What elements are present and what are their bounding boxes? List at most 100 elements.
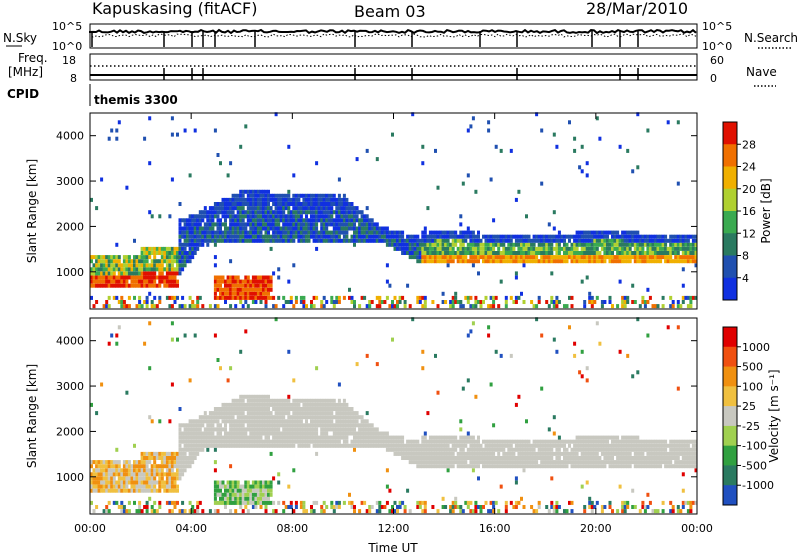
velocity-cell: [466, 431, 470, 436]
power-cell: [345, 230, 349, 235]
power-cell: [178, 263, 182, 268]
velocity-cell: [226, 484, 230, 489]
power-cell: [289, 214, 293, 219]
power-cell: [294, 295, 298, 300]
velocity-cell: [305, 431, 308, 436]
power-cell: [153, 251, 157, 255]
velocity-cell: [563, 439, 566, 444]
power-cell: [648, 234, 652, 239]
velocity-cell: [259, 423, 263, 428]
power-cell: [264, 214, 268, 219]
velocity-cell: [251, 492, 255, 497]
velocity-cell: [251, 439, 255, 444]
power-cell: [585, 251, 589, 255]
velocity-cell: [456, 443, 460, 448]
power-cell: [550, 295, 554, 300]
power-cell: [648, 255, 652, 260]
power-cell: [117, 275, 121, 280]
velocity-cell: [282, 423, 286, 428]
velocity-cell: [170, 480, 174, 485]
velocity-cell: [246, 443, 250, 448]
velocity-cell: [133, 488, 136, 493]
power-cell: [112, 283, 116, 288]
velocity-cell: [542, 464, 546, 469]
power-cell: [431, 238, 435, 243]
velocity-cell: [216, 427, 220, 432]
power-cell: [201, 238, 205, 243]
velocity-cell: [302, 423, 306, 428]
velocity-cell: [342, 435, 346, 440]
power-cell: [231, 283, 235, 288]
velocity-cell: [335, 435, 339, 440]
power-cell: [262, 189, 265, 194]
velocity-cell: [92, 476, 96, 481]
power-cell: [115, 255, 119, 260]
power-cell: [363, 238, 367, 243]
power-cell: [628, 255, 632, 260]
velocity-cell: [112, 488, 116, 493]
velocity-cell: [408, 447, 412, 452]
power-cell: [651, 255, 655, 260]
power-cell: [525, 242, 528, 247]
velocity-cell: [449, 509, 453, 514]
power-cell: [320, 197, 324, 202]
power-cell: [656, 238, 660, 243]
power-cell: [603, 246, 607, 251]
power-cell: [446, 234, 450, 239]
velocity-cell: [406, 456, 410, 460]
velocity-cell: [342, 402, 346, 407]
power-cell: [487, 304, 491, 309]
velocity-cell: [537, 439, 541, 444]
power-cell: [282, 295, 286, 300]
power-cell: [254, 230, 258, 235]
velocity-cell: [595, 321, 599, 326]
power-cell: [284, 234, 288, 239]
power-cell: [555, 295, 559, 300]
power-cell: [418, 246, 422, 251]
power-cell: [173, 271, 177, 276]
power-cell: [537, 234, 541, 239]
power-cell: [595, 230, 599, 235]
power-cell: [274, 218, 278, 223]
colorbar-swatch: [723, 211, 737, 234]
power-cell: [444, 234, 448, 239]
power-cell: [226, 197, 230, 202]
velocity-cell: [244, 427, 248, 432]
velocity-cell: [168, 464, 172, 469]
velocity-cell: [140, 460, 144, 465]
power-cell: [578, 238, 582, 243]
velocity-cell: [269, 451, 273, 456]
power-cell: [143, 259, 147, 264]
power-cell: [661, 304, 665, 309]
velocity-cell: [517, 460, 521, 465]
power-cell: [337, 295, 341, 300]
power-cell: [249, 222, 253, 227]
nsky-tick-high: 10^5: [52, 20, 82, 33]
velocity-cell: [201, 509, 205, 514]
power-cell: [193, 128, 197, 133]
power-cell: [406, 283, 410, 288]
velocity-cell: [186, 447, 190, 452]
velocity-cell: [368, 439, 372, 444]
power-cell: [547, 238, 551, 243]
velocity-cell: [234, 443, 238, 448]
velocity-cell: [241, 488, 245, 493]
power-cell: [345, 206, 349, 211]
velocity-cell: [345, 443, 349, 448]
power-cell: [676, 300, 680, 304]
velocity-cell: [631, 460, 635, 465]
velocity-cell: [231, 488, 235, 493]
power-cell: [133, 295, 136, 300]
velocity-cell: [251, 415, 255, 420]
velocity-cell: [299, 427, 303, 432]
velocity-cell: [127, 464, 131, 469]
velocity-cell: [638, 509, 642, 514]
power-cell: [95, 271, 99, 276]
velocity-cell: [654, 456, 657, 460]
velocity-cell: [530, 447, 534, 452]
velocity-cell: [282, 435, 286, 440]
power-cell: [681, 295, 685, 300]
power-cell: [358, 304, 362, 309]
velocity-cell: [277, 407, 281, 411]
velocity-cell: [186, 443, 190, 448]
